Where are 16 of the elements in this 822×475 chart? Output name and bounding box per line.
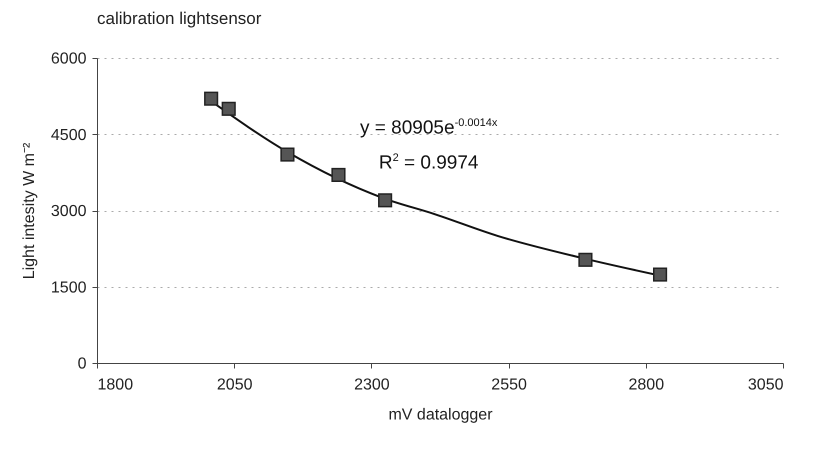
x-tick-label: 2550	[491, 376, 527, 394]
x-tick-label: 2300	[354, 376, 390, 394]
x-tick-label: 3050	[748, 376, 784, 394]
chart-title: calibration lightsensor	[97, 9, 262, 28]
x-axis-title: mV datalogger	[388, 406, 494, 424]
y-tick-label: 6000	[50, 50, 87, 68]
annotation: R$^{2}$ = 0.9974	[378, 151, 480, 176]
annotation: y = 80905e$^{-0.0014x}$	[360, 116, 498, 140]
y-axis-title: Light intesity W m⁻²	[20, 142, 38, 280]
x-tick-label: 2800	[628, 376, 664, 394]
x-tick-label: 2050	[216, 376, 253, 394]
y-tick-label: 3000	[50, 203, 87, 220]
y-tick-label: 1500	[50, 279, 87, 296]
y-tick-label: 4500	[50, 126, 87, 144]
x-tick-label: 1800	[98, 376, 134, 394]
y-tick-label: 0	[78, 356, 87, 372]
